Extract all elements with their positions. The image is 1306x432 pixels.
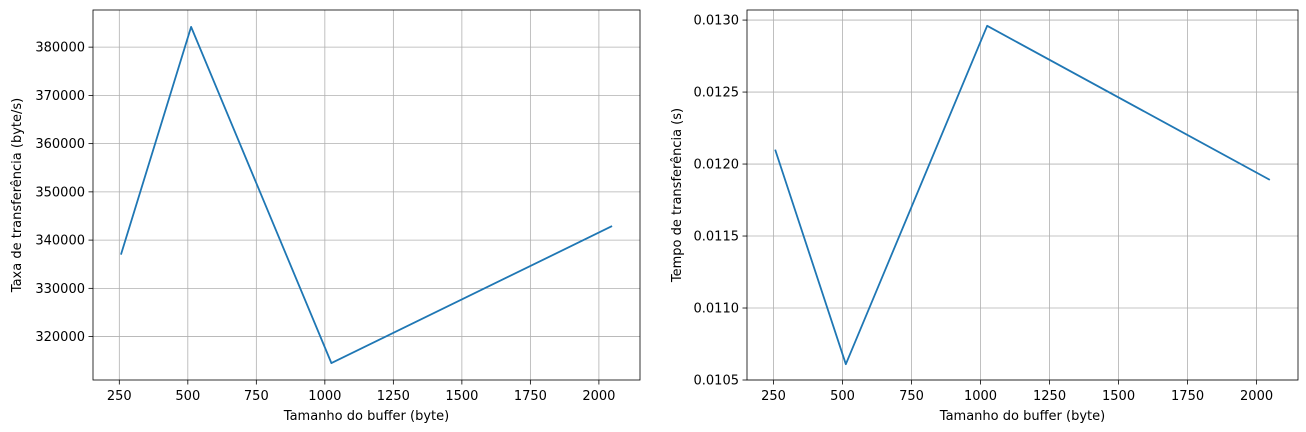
- x-tick-label: 500: [175, 389, 200, 404]
- y-tick-label: 0.0110: [694, 302, 740, 317]
- y-tick-label: 320000: [35, 330, 85, 345]
- x-axis-label: Tamanho do buffer (byte): [283, 409, 449, 424]
- x-tick-label: 1250: [1033, 389, 1066, 404]
- y-tick-label: 0.0120: [694, 158, 740, 173]
- y-tick-label: 0.0115: [694, 230, 740, 245]
- y-tick-label: 370000: [35, 89, 85, 104]
- x-tick-label: 1250: [377, 389, 410, 404]
- y-tick-label: 330000: [35, 282, 85, 297]
- y-tick-label: 340000: [35, 234, 85, 249]
- y-axis-label: Taxa de transferência (byte/s): [10, 98, 25, 293]
- x-tick-label: 250: [761, 389, 786, 404]
- axes-frame: [92, 9, 641, 381]
- y-tick-label: 350000: [35, 185, 85, 200]
- y-tick-label: 380000: [35, 41, 85, 56]
- x-tick-label: 1500: [1102, 389, 1135, 404]
- x-tick-label: 1000: [308, 389, 341, 404]
- x-tick-label: 250: [107, 389, 132, 404]
- series-line-1: [774, 24, 1271, 366]
- y-tick-label: 0.0105: [694, 374, 740, 389]
- y-tick-label: 0.0125: [694, 86, 740, 101]
- x-tick-label: 1750: [1171, 389, 1204, 404]
- x-axis-label: Tamanho do buffer (byte): [939, 409, 1105, 424]
- x-tick-label: 1500: [445, 389, 478, 404]
- x-tick-label: 2000: [582, 389, 615, 404]
- x-tick-label: 1000: [964, 389, 997, 404]
- y-tick-label: 0.0130: [694, 14, 740, 29]
- y-tick-label: 360000: [35, 137, 85, 152]
- chart-panel-1: 250 500 750 1000 1250 1500 1750 2000 320000 33000…: [10, 9, 641, 424]
- series-line-1: [120, 25, 613, 365]
- chart-panel-2: 250 500 750 1000 1250 1500 1750 2000 0.0105 0.011…: [670, 9, 1299, 424]
- y-axis-label: Tempo de transferência (s): [670, 108, 685, 283]
- x-tick-label: 500: [830, 389, 855, 404]
- x-tick-label: 750: [244, 389, 269, 404]
- x-tick-label: 1750: [514, 389, 547, 404]
- x-tick-label: 2000: [1240, 389, 1273, 404]
- x-tick-label: 750: [899, 389, 924, 404]
- axes-frame: [746, 9, 1299, 381]
